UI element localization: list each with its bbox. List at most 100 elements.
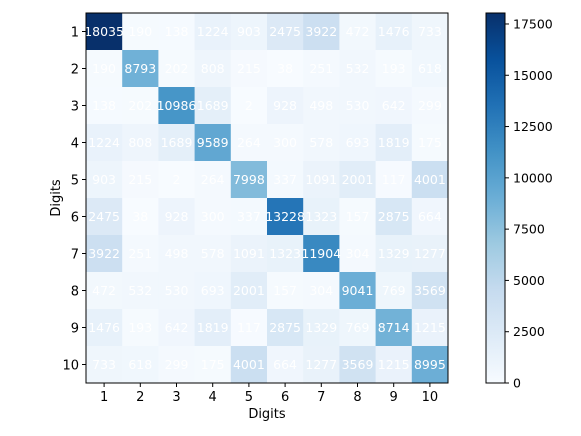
y-axis-label: Digits xyxy=(49,179,64,217)
cell-value-label: 1277 xyxy=(305,357,337,372)
cell-value-label: 693 xyxy=(201,283,225,298)
cell-value-label: 157 xyxy=(346,209,370,224)
cell-value-label: 18035 xyxy=(84,24,124,39)
cell-value-label: 2 xyxy=(245,98,253,113)
heatmap-cell xyxy=(122,50,159,88)
heatmap-cells xyxy=(86,13,449,384)
cell-value-label: 472 xyxy=(92,283,116,298)
cell-value-label: 1819 xyxy=(197,320,229,335)
cell-value-label: 7998 xyxy=(233,172,265,187)
heatmap-cell xyxy=(230,198,268,236)
heatmap-cell xyxy=(86,50,123,88)
x-tick-label: 3 xyxy=(172,390,180,405)
heatmap-cell xyxy=(230,309,268,347)
heatmap-cell xyxy=(375,235,413,273)
heatmap-cell xyxy=(411,13,449,51)
cell-value-label: 1476 xyxy=(378,24,410,39)
heatmap-cell xyxy=(86,87,123,125)
heatmap-cell xyxy=(339,13,377,51)
cell-value-label: 264 xyxy=(201,172,225,187)
cell-value-label: 304 xyxy=(309,283,333,298)
heatmap-cell xyxy=(194,50,232,88)
cell-value-label: 193 xyxy=(128,320,152,335)
cell-value-label: 2475 xyxy=(88,209,120,224)
heatmap-cell xyxy=(86,309,123,347)
heatmap-cell xyxy=(230,272,268,310)
heatmap-cell xyxy=(267,13,304,51)
x-tick-label: 9 xyxy=(390,390,398,405)
cell-value-label: 251 xyxy=(309,61,333,76)
heatmap-cell xyxy=(303,87,340,125)
cell-value-label: 8714 xyxy=(378,320,410,335)
cell-value-label: 808 xyxy=(128,135,152,150)
heatmap-cell xyxy=(375,198,413,236)
cell-value-label: 138 xyxy=(92,98,116,113)
heatmap-cell xyxy=(122,198,159,236)
heatmap-cell xyxy=(158,235,196,273)
cell-value-label: 3922 xyxy=(305,24,337,39)
cell-value-label: 642 xyxy=(382,98,406,113)
y-tick-label: 7 xyxy=(71,248,79,263)
heatmap-cell xyxy=(411,272,449,310)
cell-value-label: 337 xyxy=(237,209,261,224)
heatmap-cell xyxy=(230,161,268,199)
cell-value-label: 300 xyxy=(201,209,225,224)
cell-value-label: 11904 xyxy=(301,246,341,261)
heatmap-cell xyxy=(411,50,449,88)
cell-value-label: 1277 xyxy=(414,246,446,261)
cell-value-label: 578 xyxy=(309,135,333,150)
cell-value-label: 337 xyxy=(273,172,297,187)
heatmap-cell xyxy=(158,272,196,310)
cell-value-label: 117 xyxy=(237,320,261,335)
cell-value-label: 1215 xyxy=(414,320,446,335)
heatmap-cell xyxy=(411,309,449,347)
heatmap-cell xyxy=(122,309,159,347)
heatmap-cell xyxy=(339,124,377,162)
cell-value-label: 532 xyxy=(346,61,370,76)
cell-value-label: 2875 xyxy=(269,320,301,335)
x-tick-label: 8 xyxy=(353,390,361,405)
heatmap-cell xyxy=(375,346,413,384)
heatmap-cell xyxy=(158,13,196,51)
x-tick-label: 7 xyxy=(317,390,325,405)
cell-value-label: 618 xyxy=(128,357,152,372)
cell-value-label: 175 xyxy=(418,135,442,150)
cell-value-label: 498 xyxy=(309,98,333,113)
heatmap-cell xyxy=(411,124,449,162)
cell-value-label: 117 xyxy=(382,172,406,187)
cell-value-label: 175 xyxy=(201,357,225,372)
heatmap-cell xyxy=(194,272,232,310)
cell-value-label: 4001 xyxy=(414,172,446,187)
cell-value-label: 1224 xyxy=(88,135,120,150)
x-tick-label: 1 xyxy=(100,390,108,405)
x-tick-label: 5 xyxy=(245,390,253,405)
heatmap-cell xyxy=(339,87,377,125)
cell-value-label: 1323 xyxy=(269,246,301,261)
cell-value-label: 215 xyxy=(128,172,152,187)
x-axis-ticks: 1 2 3 4 5 6 7 8 9 10 xyxy=(100,383,438,405)
x-tick-label: 6 xyxy=(281,390,289,405)
cell-value-label: 733 xyxy=(418,24,442,39)
heatmap-cell xyxy=(339,161,377,199)
cell-value-label: 138 xyxy=(165,24,189,39)
heatmap-cell xyxy=(303,161,340,199)
colorbar-tick-label: 12500 xyxy=(513,119,553,134)
heatmap-cell xyxy=(230,50,268,88)
heatmap-cell xyxy=(375,124,413,162)
heatmap-cell xyxy=(122,124,159,162)
heatmap-cell xyxy=(230,87,268,125)
cell-value-label: 157 xyxy=(273,283,297,298)
cell-value-label: 693 xyxy=(346,135,370,150)
cell-value-label: 3569 xyxy=(414,283,446,298)
cell-value-label: 215 xyxy=(237,61,261,76)
y-tick-label: 9 xyxy=(71,322,79,337)
heatmap-cell xyxy=(86,235,123,273)
cell-value-label: 578 xyxy=(201,246,225,261)
heatmap-cell xyxy=(303,13,340,51)
heatmap-cell xyxy=(158,161,196,199)
cell-value-label: 304 xyxy=(346,246,370,261)
cell-value-label: 769 xyxy=(382,283,406,298)
heatmap-cell xyxy=(339,309,377,347)
heatmap-cell xyxy=(230,235,268,273)
heatmap-cell-labels: 18035 190 138 1224 903 2475 3922 472 1476 733 190 8… xyxy=(84,24,446,372)
